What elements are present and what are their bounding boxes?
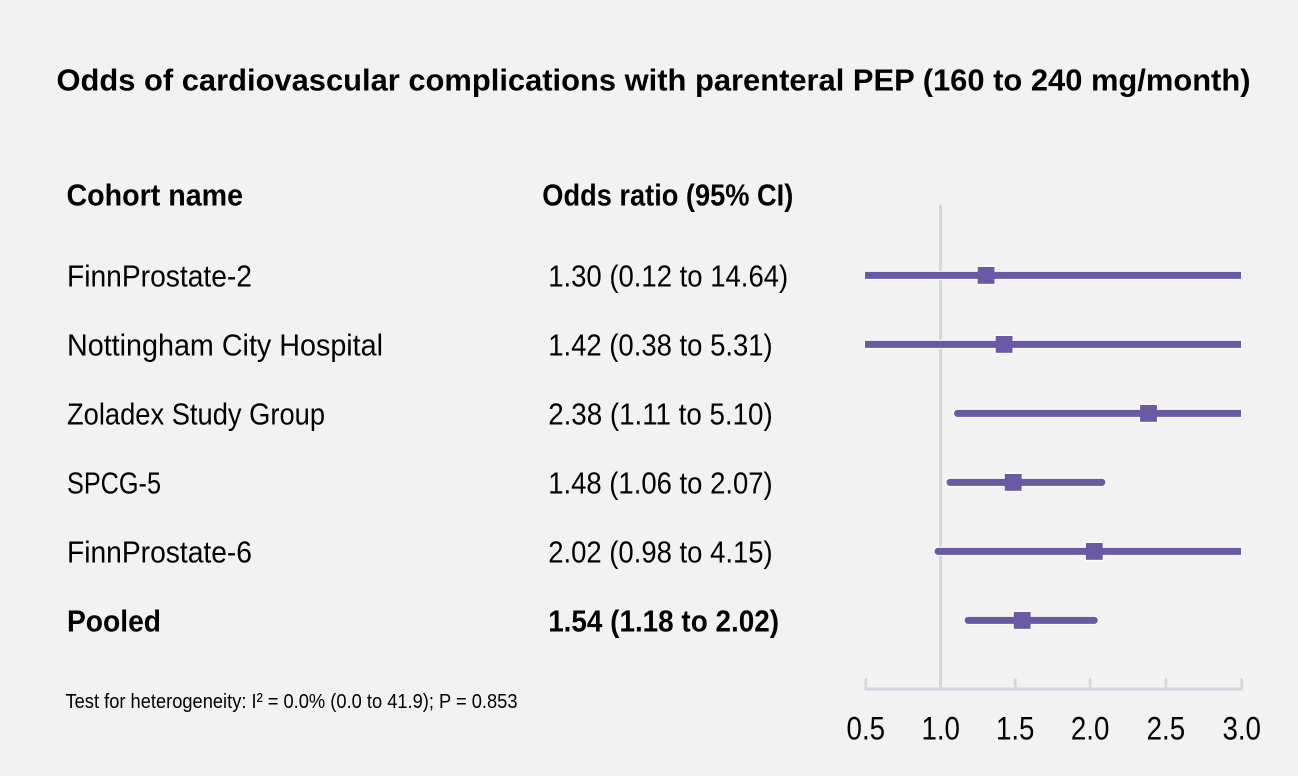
- svg-text:1.5: 1.5: [996, 710, 1035, 746]
- svg-text:2.5: 2.5: [1147, 710, 1186, 746]
- svg-text:Odds ratio (95% CI): Odds ratio (95% CI): [542, 180, 793, 213]
- svg-text:FinnProstate-2: FinnProstate-2: [67, 260, 252, 293]
- svg-text:Zoladex Study Group: Zoladex Study Group: [67, 398, 325, 431]
- svg-text:1.30 (0.12 to 14.64): 1.30 (0.12 to 14.64): [548, 260, 788, 293]
- svg-text:Nottingham City Hospital: Nottingham City Hospital: [67, 329, 383, 362]
- svg-text:1.54 (1.18 to 2.02): 1.54 (1.18 to 2.02): [548, 605, 779, 638]
- svg-text:3.0: 3.0: [1222, 710, 1261, 746]
- svg-text:2.02 (0.98 to 4.15): 2.02 (0.98 to 4.15): [548, 536, 773, 569]
- svg-text:1.48 (1.06 to 2.07): 1.48 (1.06 to 2.07): [548, 467, 773, 500]
- svg-text:FinnProstate-6: FinnProstate-6: [67, 536, 252, 569]
- svg-text:2.0: 2.0: [1071, 710, 1110, 746]
- svg-text:Cohort name: Cohort name: [67, 180, 244, 213]
- svg-text:1.42 (0.38 to 5.31): 1.42 (0.38 to 5.31): [548, 329, 773, 362]
- svg-text:2.38 (1.11 to 5.10): 2.38 (1.11 to 5.10): [548, 398, 773, 431]
- svg-text:SPCG-5: SPCG-5: [67, 467, 161, 500]
- svg-text:0.5: 0.5: [847, 710, 886, 746]
- svg-text:1.0: 1.0: [921, 710, 960, 746]
- svg-text:Test for heterogeneity: I² = 0: Test for heterogeneity: I² = 0.0% (0.0 t…: [66, 690, 518, 713]
- svg-text:Odds of cardiovascular complic: Odds of cardiovascular complications wit…: [57, 63, 1251, 97]
- svg-text:Pooled: Pooled: [67, 605, 161, 638]
